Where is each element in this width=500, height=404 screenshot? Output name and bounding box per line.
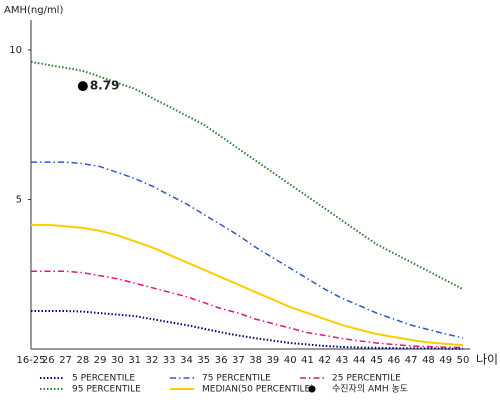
legend-label: 25 PERCENTILE [332,374,401,384]
x-tick-label: 44 [353,355,366,366]
x-tick-label: 45 [370,355,383,366]
x-tick-label: 28 [76,355,89,366]
x-tick-label: 34 [180,355,193,366]
x-tick-label: 38 [249,355,262,366]
x-tick-label: 32 [146,355,159,366]
x-tick-label: 49 [439,355,452,366]
x-tick-label: 41 [301,355,314,366]
x-tick-label: 40 [284,355,297,366]
x-tick-label: 29 [94,355,107,366]
patient-marker [77,81,88,92]
x-tick-label: 27 [59,355,72,366]
y-tick-label: 5 [16,194,22,205]
x-tick-label: 33 [163,355,176,366]
legend-label: MEDIAN(50 PERCENTILE) [202,385,314,395]
x-tick-label: 30 [111,355,124,366]
x-tick-label: 35 [197,355,210,366]
legend-label: 95 PERCENTILE [72,385,141,395]
x-tick-label: 47 [405,355,418,366]
x-tick-label: 26 [42,355,55,366]
legend-label: 75 PERCENTILE [202,374,271,384]
y-axis-label: AMH(ng/ml) [4,5,63,16]
y-tick-label: 10 [9,45,22,56]
x-axis-label: 나이 [476,353,498,367]
x-tick-label: 37 [232,355,245,366]
x-tick-label: 31 [128,355,141,366]
x-tick-label: 16-25 [16,355,45,366]
legend-label: 5 PERCENTILE [72,374,135,384]
series-line [31,310,463,350]
x-tick-label: 43 [336,355,349,366]
legend-swatch [308,385,316,393]
series-line [31,161,464,339]
series-line [30,60,464,291]
x-tick-label: 36 [215,355,228,366]
patient-value-label: 8.79 [90,79,120,93]
series-line [31,270,464,349]
series-line [31,223,464,347]
x-tick-label: 42 [318,355,331,366]
x-tick-label: 39 [267,355,280,366]
legend-label: 수진자의 AMH 농도 [332,384,408,395]
x-tick-label: 48 [422,355,435,366]
x-tick-label: 46 [388,355,401,366]
x-tick-label: 50 [457,355,470,366]
